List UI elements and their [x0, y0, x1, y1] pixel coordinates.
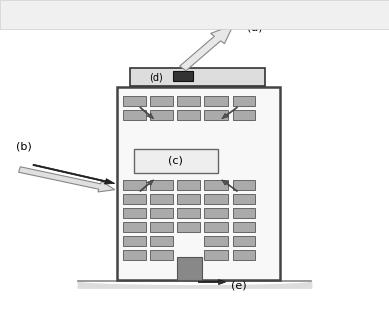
Text: TUMCREATE: TUMCREATE	[128, 4, 175, 12]
Text: SMU: SMU	[206, 6, 220, 11]
Bar	[233, 96, 255, 106]
Bar	[123, 180, 146, 190]
Text: R: R	[104, 4, 110, 12]
FancyArrow shape	[198, 280, 226, 285]
Bar	[177, 257, 202, 280]
Text: NUS: NUS	[249, 4, 267, 12]
Text: (b): (b)	[16, 141, 31, 151]
Bar	[86, 4, 119, 12]
FancyArrow shape	[140, 107, 154, 119]
Bar	[173, 71, 193, 81]
FancyArrow shape	[222, 107, 238, 119]
Text: A: A	[98, 4, 104, 12]
FancyArrow shape	[140, 180, 154, 192]
Bar	[130, 68, 265, 86]
Bar	[123, 110, 146, 120]
Text: M: M	[91, 4, 99, 12]
Bar	[233, 194, 255, 204]
Bar	[233, 222, 255, 232]
Bar	[177, 110, 200, 120]
Bar	[123, 236, 146, 246]
Bar	[204, 194, 228, 204]
Text: (c): (c)	[168, 156, 182, 166]
Bar	[150, 236, 173, 246]
Bar	[204, 236, 228, 246]
Bar	[177, 208, 200, 218]
Bar	[204, 222, 228, 232]
Bar	[123, 250, 146, 260]
Bar	[150, 208, 173, 218]
Bar	[233, 180, 255, 190]
FancyArrow shape	[19, 167, 115, 192]
FancyBboxPatch shape	[117, 87, 280, 280]
Bar	[150, 110, 173, 120]
Text: (d): (d)	[149, 73, 163, 83]
Bar	[123, 194, 146, 204]
Bar	[0, 0, 389, 29]
Bar	[233, 250, 255, 260]
Bar	[204, 110, 228, 120]
Polygon shape	[2, 2, 18, 12]
Bar	[177, 180, 200, 190]
Bar	[233, 236, 255, 246]
Bar	[150, 96, 173, 106]
Text: T: T	[111, 4, 116, 12]
Bar	[204, 96, 228, 106]
FancyArrow shape	[222, 180, 238, 192]
Bar	[123, 96, 146, 106]
Bar	[177, 96, 200, 106]
Bar	[233, 208, 255, 218]
Text: CENTRE: CENTRE	[21, 9, 50, 12]
Bar	[204, 208, 228, 218]
FancyArrow shape	[180, 25, 233, 71]
Bar	[134, 149, 218, 173]
Bar	[204, 250, 228, 260]
Bar	[150, 194, 173, 204]
Text: [SEC]  SINGAPORE-ETH: [SEC] SINGAPORE-ETH	[21, 5, 72, 8]
Bar	[123, 208, 146, 218]
Text: (e): (e)	[231, 280, 247, 290]
FancyArrow shape	[33, 164, 115, 184]
Bar	[233, 110, 255, 120]
Bar	[150, 250, 173, 260]
Text: S: S	[86, 4, 91, 12]
Bar	[177, 194, 200, 204]
Bar	[150, 222, 173, 232]
Bar	[177, 222, 200, 232]
Text: (a): (a)	[247, 23, 263, 33]
Bar	[123, 222, 146, 232]
Bar	[150, 180, 173, 190]
Bar	[204, 180, 228, 190]
